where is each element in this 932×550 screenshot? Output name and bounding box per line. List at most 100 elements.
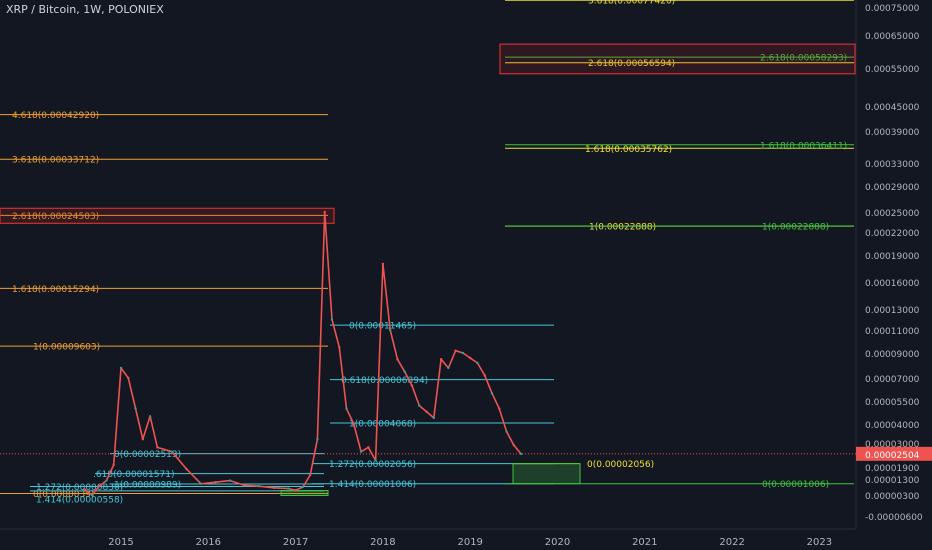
price-tick-label: 0.00055000 — [865, 65, 920, 75]
fib-level-label: 1(0.00022888) — [762, 223, 829, 233]
fib-level-label: 1.414(0.00000558) — [36, 495, 123, 505]
price-point — [490, 392, 494, 395]
fib-set: 0(0.00002513) .618(0.00001571)1(0.0000098… — [30, 322, 554, 505]
fib-level-label: 0.618(0.00006894) — [341, 376, 428, 386]
fib-level-label: 1.618(0.00035762) — [585, 145, 672, 155]
fib-set: 4.618(0.00042920) 3.618(0.00033712) 2.618(… — [0, 111, 328, 500]
price-point — [258, 485, 261, 488]
fib-level-label: 1(0.00009603) — [33, 343, 100, 353]
price-point — [410, 384, 414, 387]
fib-level-label: 0(0.00002513) — [114, 450, 181, 460]
price-point — [185, 467, 188, 471]
price-point — [141, 438, 145, 441]
fib-set: 2.618(0.00058293) 1.618(0.00036411) 1(0.00… — [505, 54, 854, 490]
price-tick-label: 0.00004000 — [865, 421, 920, 431]
price-tick-label: 0.00075000 — [865, 4, 920, 14]
price-point — [148, 415, 152, 418]
fib-level-label: .618(0.00001571) — [93, 470, 174, 480]
fib-level-label: 2.618(0.00024503) — [12, 212, 99, 222]
fib-level-label: 1(0.00000989) — [114, 480, 181, 490]
fib-level-label: 1.414(0.00001006) — [329, 480, 416, 490]
price-point — [359, 450, 363, 453]
price-point — [498, 407, 501, 410]
time-tick-label: 2019 — [457, 537, 482, 548]
price-point — [90, 493, 94, 497]
price-tick-label: 0.00019000 — [865, 252, 920, 262]
price-tick-label: 0.00022000 — [865, 229, 920, 239]
price-tick-label: 0.00039000 — [865, 128, 920, 138]
price-point — [425, 410, 428, 413]
price-tick-label: 0.00003000 — [865, 440, 920, 450]
time-tick-label: 2020 — [545, 537, 570, 548]
fib-level-label: 2.618(0.00058293) — [760, 54, 847, 64]
chart-title: XRP / Bitcoin, 1W, POLONIEX — [6, 3, 164, 16]
price-point — [308, 473, 312, 477]
price-point — [272, 486, 275, 489]
fib-level-label: 1(0.00022888) — [589, 223, 656, 233]
price-point — [228, 479, 232, 482]
time-tick-label: 2023 — [807, 537, 832, 548]
price-point — [330, 318, 334, 321]
price-tick-label: 0.00005500 — [865, 398, 920, 408]
current-price-tag — [856, 446, 932, 461]
price-point — [512, 443, 516, 447]
price-tick-label: 0.00000300 — [865, 492, 920, 502]
price-tick-label: 0.00016000 — [865, 279, 920, 289]
price-tick-label: 0.00065000 — [865, 32, 920, 42]
price-tick-label: 0.00029000 — [865, 183, 920, 193]
price-point — [345, 407, 348, 410]
price-point — [374, 459, 377, 462]
price-point — [476, 361, 479, 365]
price-tick-label: 0.00011000 — [865, 327, 920, 337]
fib-level-label: 1(0.00004068) — [349, 419, 416, 429]
price-point — [301, 485, 305, 489]
price-tick-label: 0.00033000 — [865, 160, 920, 170]
price-point — [461, 351, 465, 355]
price-point — [505, 430, 508, 433]
price-point — [134, 407, 137, 410]
price-tick-label: 0.00009000 — [865, 350, 920, 360]
price-point — [323, 210, 326, 214]
time-tick-label: 2021 — [632, 537, 657, 548]
target-zone — [512, 463, 581, 485]
price-point — [287, 487, 290, 490]
target-highlight-box — [0, 207, 335, 224]
price-point — [170, 450, 174, 453]
current-price-label: 0.00002504 — [865, 451, 920, 461]
time-tick-label: 2022 — [719, 537, 744, 548]
fib-level-label: 3.618(0.00033712) — [12, 156, 99, 166]
price-tick-label: 0.00025000 — [865, 209, 920, 219]
price-point — [83, 488, 86, 491]
price-tick-label: 0.00001300 — [865, 476, 920, 486]
fib-level-label: 4.618(0.00042920) — [12, 111, 99, 121]
time-tick-label: 2018 — [370, 537, 395, 548]
price-series-line — [84, 211, 522, 496]
price-point — [519, 452, 523, 456]
price-point — [127, 376, 130, 380]
time-tick-label: 2017 — [283, 537, 308, 548]
price-tick-label: -0.00000600 — [865, 513, 923, 523]
price-point — [418, 404, 421, 407]
price-point — [119, 366, 123, 370]
price-point — [439, 358, 443, 361]
price-point — [156, 446, 159, 449]
price-point — [454, 349, 457, 352]
price-point — [97, 485, 101, 488]
time-tick-label: 2015 — [108, 537, 133, 548]
price-point — [432, 416, 436, 420]
bottom-zone — [280, 490, 329, 497]
fib-level-label: 0(0.00011465) — [349, 322, 416, 332]
price-point — [396, 358, 399, 361]
price-tick-label: 0.00013000 — [865, 306, 920, 316]
price-tick-label: 0.00007000 — [865, 375, 920, 385]
fib-level-label: 1.272(0.00002056) — [329, 460, 416, 470]
fib-level-label: 1.618(0.00015294) — [12, 285, 99, 295]
price-point — [316, 438, 319, 441]
price-point — [367, 446, 370, 449]
fib-level-label: 0(0.0000039) — [33, 490, 94, 500]
price-point — [214, 481, 217, 484]
price-point — [388, 328, 392, 332]
time-tick-label: 2016 — [196, 537, 221, 548]
fib-level-label: 1.272(0.00000830) — [36, 483, 123, 493]
